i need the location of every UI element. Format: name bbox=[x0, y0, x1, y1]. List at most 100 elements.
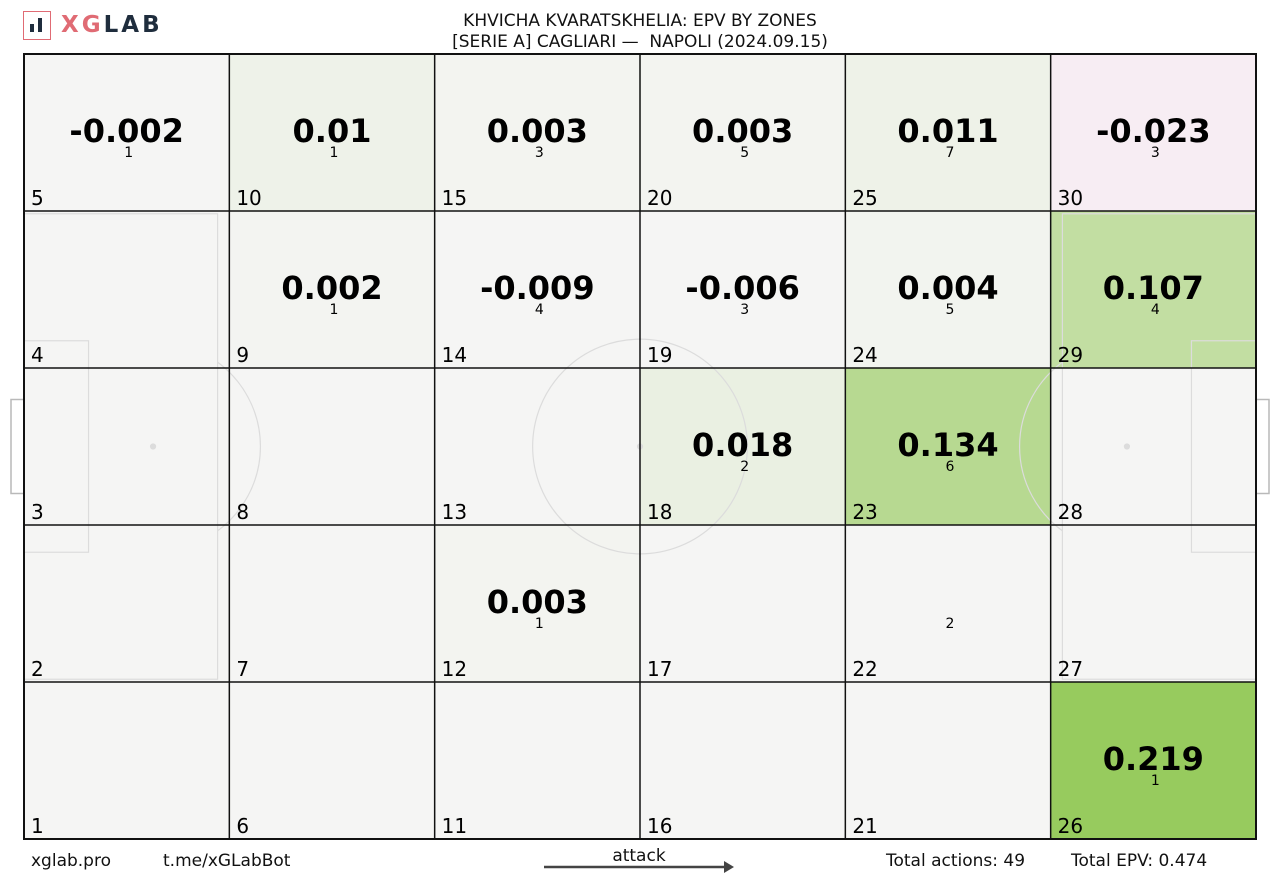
zone-number: 2 bbox=[31, 657, 44, 681]
title-line-2: [SERIE A] CAGLIARI — NAPOLI (2024.09.15) bbox=[452, 32, 828, 52]
zone-action-count: 1 bbox=[124, 145, 133, 161]
zone-action-count: 1 bbox=[535, 616, 544, 632]
zone-cell-30 bbox=[1050, 54, 1256, 211]
zone-epv-value: 0.003 bbox=[692, 112, 793, 150]
zone-cell-7 bbox=[229, 525, 435, 682]
zone-cell-18 bbox=[640, 368, 846, 525]
zone-cell-11 bbox=[434, 682, 640, 839]
zone-action-count: 5 bbox=[740, 145, 749, 161]
zone-number: 24 bbox=[852, 343, 877, 367]
zone-action-count: 1 bbox=[330, 302, 339, 318]
right-penalty-spot bbox=[1123, 443, 1131, 450]
zone-action-count: 3 bbox=[740, 302, 749, 318]
zone-cell-20 bbox=[640, 54, 846, 211]
zone-number: 12 bbox=[442, 657, 467, 681]
zone-epv-value: 0.107 bbox=[1103, 269, 1204, 307]
zone-number: 18 bbox=[647, 500, 672, 524]
zone-number: 19 bbox=[647, 343, 672, 367]
zone-action-count: 2 bbox=[946, 616, 955, 632]
zone-cell-10 bbox=[229, 54, 435, 211]
zone-action-count: 7 bbox=[946, 145, 955, 161]
zone-action-count: 3 bbox=[535, 145, 544, 161]
zone-number: 14 bbox=[442, 343, 467, 367]
left-goal bbox=[10, 398, 25, 495]
zone-cell-4 bbox=[24, 211, 230, 368]
zone-number: 4 bbox=[31, 343, 44, 367]
bar-chart-icon bbox=[23, 10, 51, 40]
zone-action-count: 2 bbox=[740, 459, 749, 475]
zone-cell-21 bbox=[845, 682, 1051, 839]
zone-epv-value: -0.006 bbox=[685, 269, 800, 307]
zone-number: 28 bbox=[1058, 500, 1083, 524]
zone-epv-value: 0.004 bbox=[897, 269, 998, 307]
zone-number: 6 bbox=[236, 814, 249, 838]
zone-cell-6 bbox=[229, 682, 435, 839]
zone-cell-25 bbox=[845, 54, 1051, 211]
zone-cell-19 bbox=[640, 211, 846, 368]
zone-epv-value: 0.219 bbox=[1103, 740, 1204, 778]
zone-epv-value: -0.002 bbox=[69, 112, 184, 150]
zone-cell-27 bbox=[1050, 525, 1256, 682]
zone-number: 17 bbox=[647, 657, 672, 681]
zone-epv-value: 0.134 bbox=[897, 426, 998, 464]
zone-number: 7 bbox=[236, 657, 249, 681]
zone-number: 29 bbox=[1058, 343, 1083, 367]
site-link[interactable]: xglab.pro bbox=[31, 851, 111, 871]
zone-epv-value: 0.002 bbox=[281, 269, 382, 307]
zone-number: 13 bbox=[442, 500, 467, 524]
zone-cell-5 bbox=[24, 54, 230, 211]
zone-labels: 12345-0.002167890.0021100.01111120.00311… bbox=[31, 112, 1211, 838]
zone-number: 30 bbox=[1058, 186, 1083, 210]
zone-number: 1 bbox=[31, 814, 44, 838]
zone-epv-value: 0.003 bbox=[487, 583, 588, 621]
zone-epv-value: 0.01 bbox=[293, 112, 372, 150]
zone-number: 21 bbox=[852, 814, 877, 838]
title-line-1: KHVICHA KVARATSKHELIA: EPV BY ZONES bbox=[463, 11, 817, 31]
zone-number: 11 bbox=[442, 814, 467, 838]
zone-cell-8 bbox=[229, 368, 435, 525]
attack-arrow-head-icon bbox=[724, 861, 734, 873]
zone-number: 3 bbox=[31, 500, 44, 524]
right-goal bbox=[1255, 398, 1270, 495]
zone-cell-26 bbox=[1050, 682, 1256, 839]
left-penalty-arc bbox=[217, 361, 262, 532]
zone-number: 22 bbox=[852, 657, 877, 681]
zone-action-count: 1 bbox=[1151, 773, 1160, 789]
chart-title: KHVICHA KVARATSKHELIA: EPV BY ZONES [SER… bbox=[340, 11, 940, 53]
zone-cell-2 bbox=[24, 525, 230, 682]
zone-cell-12 bbox=[434, 525, 640, 682]
zone-cell-16 bbox=[640, 682, 846, 839]
zone-number: 8 bbox=[236, 500, 249, 524]
zone-cell-29 bbox=[1050, 211, 1256, 368]
zone-cell-15 bbox=[434, 54, 640, 211]
zone-cell-22 bbox=[845, 525, 1051, 682]
zone-number: 26 bbox=[1058, 814, 1083, 838]
zone-number: 23 bbox=[852, 500, 877, 524]
zone-number: 5 bbox=[31, 186, 44, 210]
zone-cell-3 bbox=[24, 368, 230, 525]
zone-epv-value: 0.003 bbox=[487, 112, 588, 150]
zone-epv-value: -0.023 bbox=[1096, 112, 1211, 150]
zone-action-count: 5 bbox=[946, 302, 955, 318]
zone-number: 25 bbox=[852, 186, 877, 210]
zone-number: 10 bbox=[236, 186, 261, 210]
zone-action-count: 3 bbox=[1151, 145, 1160, 161]
attack-label: attack bbox=[612, 846, 666, 866]
zone-grid bbox=[24, 54, 1256, 839]
zone-number: 9 bbox=[236, 343, 249, 367]
zone-cell-13 bbox=[434, 368, 640, 525]
zone-epv-value: 0.018 bbox=[692, 426, 793, 464]
bot-link[interactable]: t.me/xGLabBot bbox=[163, 851, 291, 871]
xglab-logo: XGLAB bbox=[23, 9, 163, 41]
zone-epv-value: 0.011 bbox=[897, 112, 998, 150]
zone-cell-14 bbox=[434, 211, 640, 368]
zone-number: 16 bbox=[647, 814, 672, 838]
zone-number: 20 bbox=[647, 186, 672, 210]
zone-action-count: 6 bbox=[946, 459, 955, 475]
zone-action-count: 4 bbox=[1151, 302, 1160, 318]
zone-action-count: 4 bbox=[535, 302, 544, 318]
zone-cell-23 bbox=[845, 368, 1051, 525]
pitch-border bbox=[23, 53, 1257, 840]
left-penalty-spot bbox=[149, 443, 157, 450]
